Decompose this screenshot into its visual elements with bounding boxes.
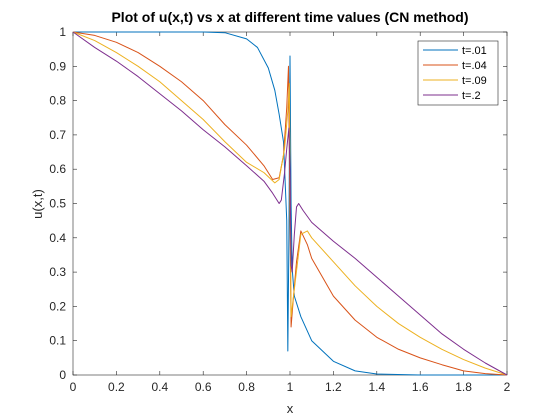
chart-title: Plot of u(x,t) vs x at different time va… [111,9,468,25]
axis-ticks: 0 0.2 0.4 0.6 0.8 1 1.2 1.4 1.6 1.8 2 0 0.1 0.2 0.3 0.4… [49,25,510,394]
y-tick-label: 0.4 [49,231,66,245]
x-tick-label: 0.4 [151,380,168,394]
legend-label-0: t=.01 [462,45,487,57]
y-tick-label: 0.1 [49,334,66,348]
series-line-3 [72,31,508,376]
x-tick-label: 0 [70,380,77,394]
x-tick-label: 1.4 [368,380,385,394]
series-line-2 [72,31,508,376]
x-axis-label: x [287,401,294,416]
x-tick-label: 0.8 [238,380,255,394]
legend-label-3: t=.2 [462,90,481,102]
y-tick-label: 0.2 [49,299,66,313]
y-tick-label: 0.9 [49,59,66,73]
series-lines [72,31,508,376]
legend-label-1: t=.04 [462,60,487,72]
x-tick-label: 1 [287,380,294,394]
y-tick-label: 0.8 [49,94,66,108]
y-tick-label: 1 [59,25,66,39]
series-line-0 [73,31,507,376]
x-tick-label: 1.2 [325,380,342,394]
legend-box [417,40,499,106]
legend-label-2: t=.09 [462,75,487,87]
x-tick-label: 1.8 [455,380,472,394]
y-tick-label: 0.5 [49,197,66,211]
y-tick-label: 0 [59,368,66,382]
y-tick-label: 0.3 [49,265,66,279]
x-tick-label: 0.6 [195,380,212,394]
x-tick-label: 1.6 [412,380,429,394]
legend: t=.01 t=.04 t=.09 t=.2 [417,40,499,106]
y-tick-label: 0.7 [49,128,66,142]
y-tick-label: 0.6 [49,162,66,176]
x-tick-label: 2 [504,380,511,394]
y-axis-label: u(x,t) [30,189,45,219]
x-tick-label: 0.2 [108,380,125,394]
